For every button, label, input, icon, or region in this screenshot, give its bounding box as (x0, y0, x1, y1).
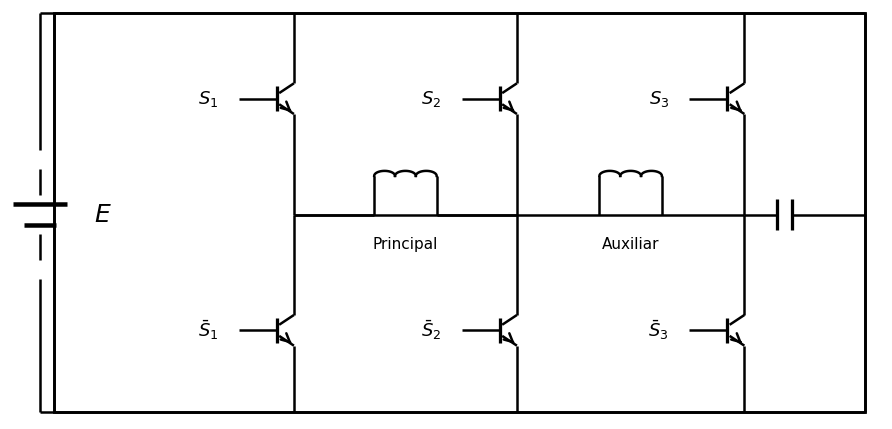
Text: $S_1$: $S_1$ (198, 89, 219, 109)
Text: $\bar{S}_3$: $\bar{S}_3$ (648, 318, 669, 342)
Text: $E$: $E$ (94, 202, 112, 227)
Text: Auxiliar: Auxiliar (602, 237, 659, 252)
Text: $\bar{S}_2$: $\bar{S}_2$ (421, 318, 442, 342)
Text: $\bar{S}_1$: $\bar{S}_1$ (198, 318, 219, 342)
Text: Principal: Principal (373, 237, 438, 252)
Text: $S_2$: $S_2$ (421, 89, 442, 109)
Text: $S_3$: $S_3$ (648, 89, 669, 109)
